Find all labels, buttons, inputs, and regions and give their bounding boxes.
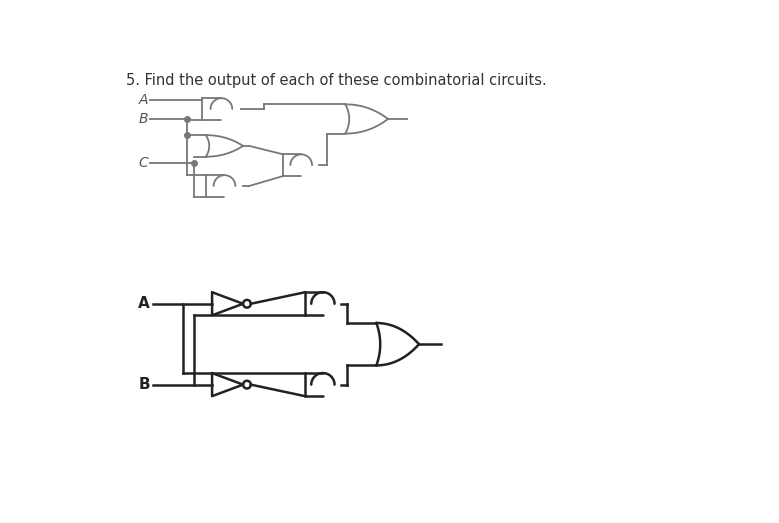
Text: B: B xyxy=(139,377,150,392)
Text: C: C xyxy=(138,156,148,170)
Text: A: A xyxy=(138,93,148,107)
Text: B: B xyxy=(138,112,148,126)
Text: 5. Find the output of each of these combinatorial circuits.: 5. Find the output of each of these comb… xyxy=(126,73,547,88)
Text: A: A xyxy=(139,296,150,311)
